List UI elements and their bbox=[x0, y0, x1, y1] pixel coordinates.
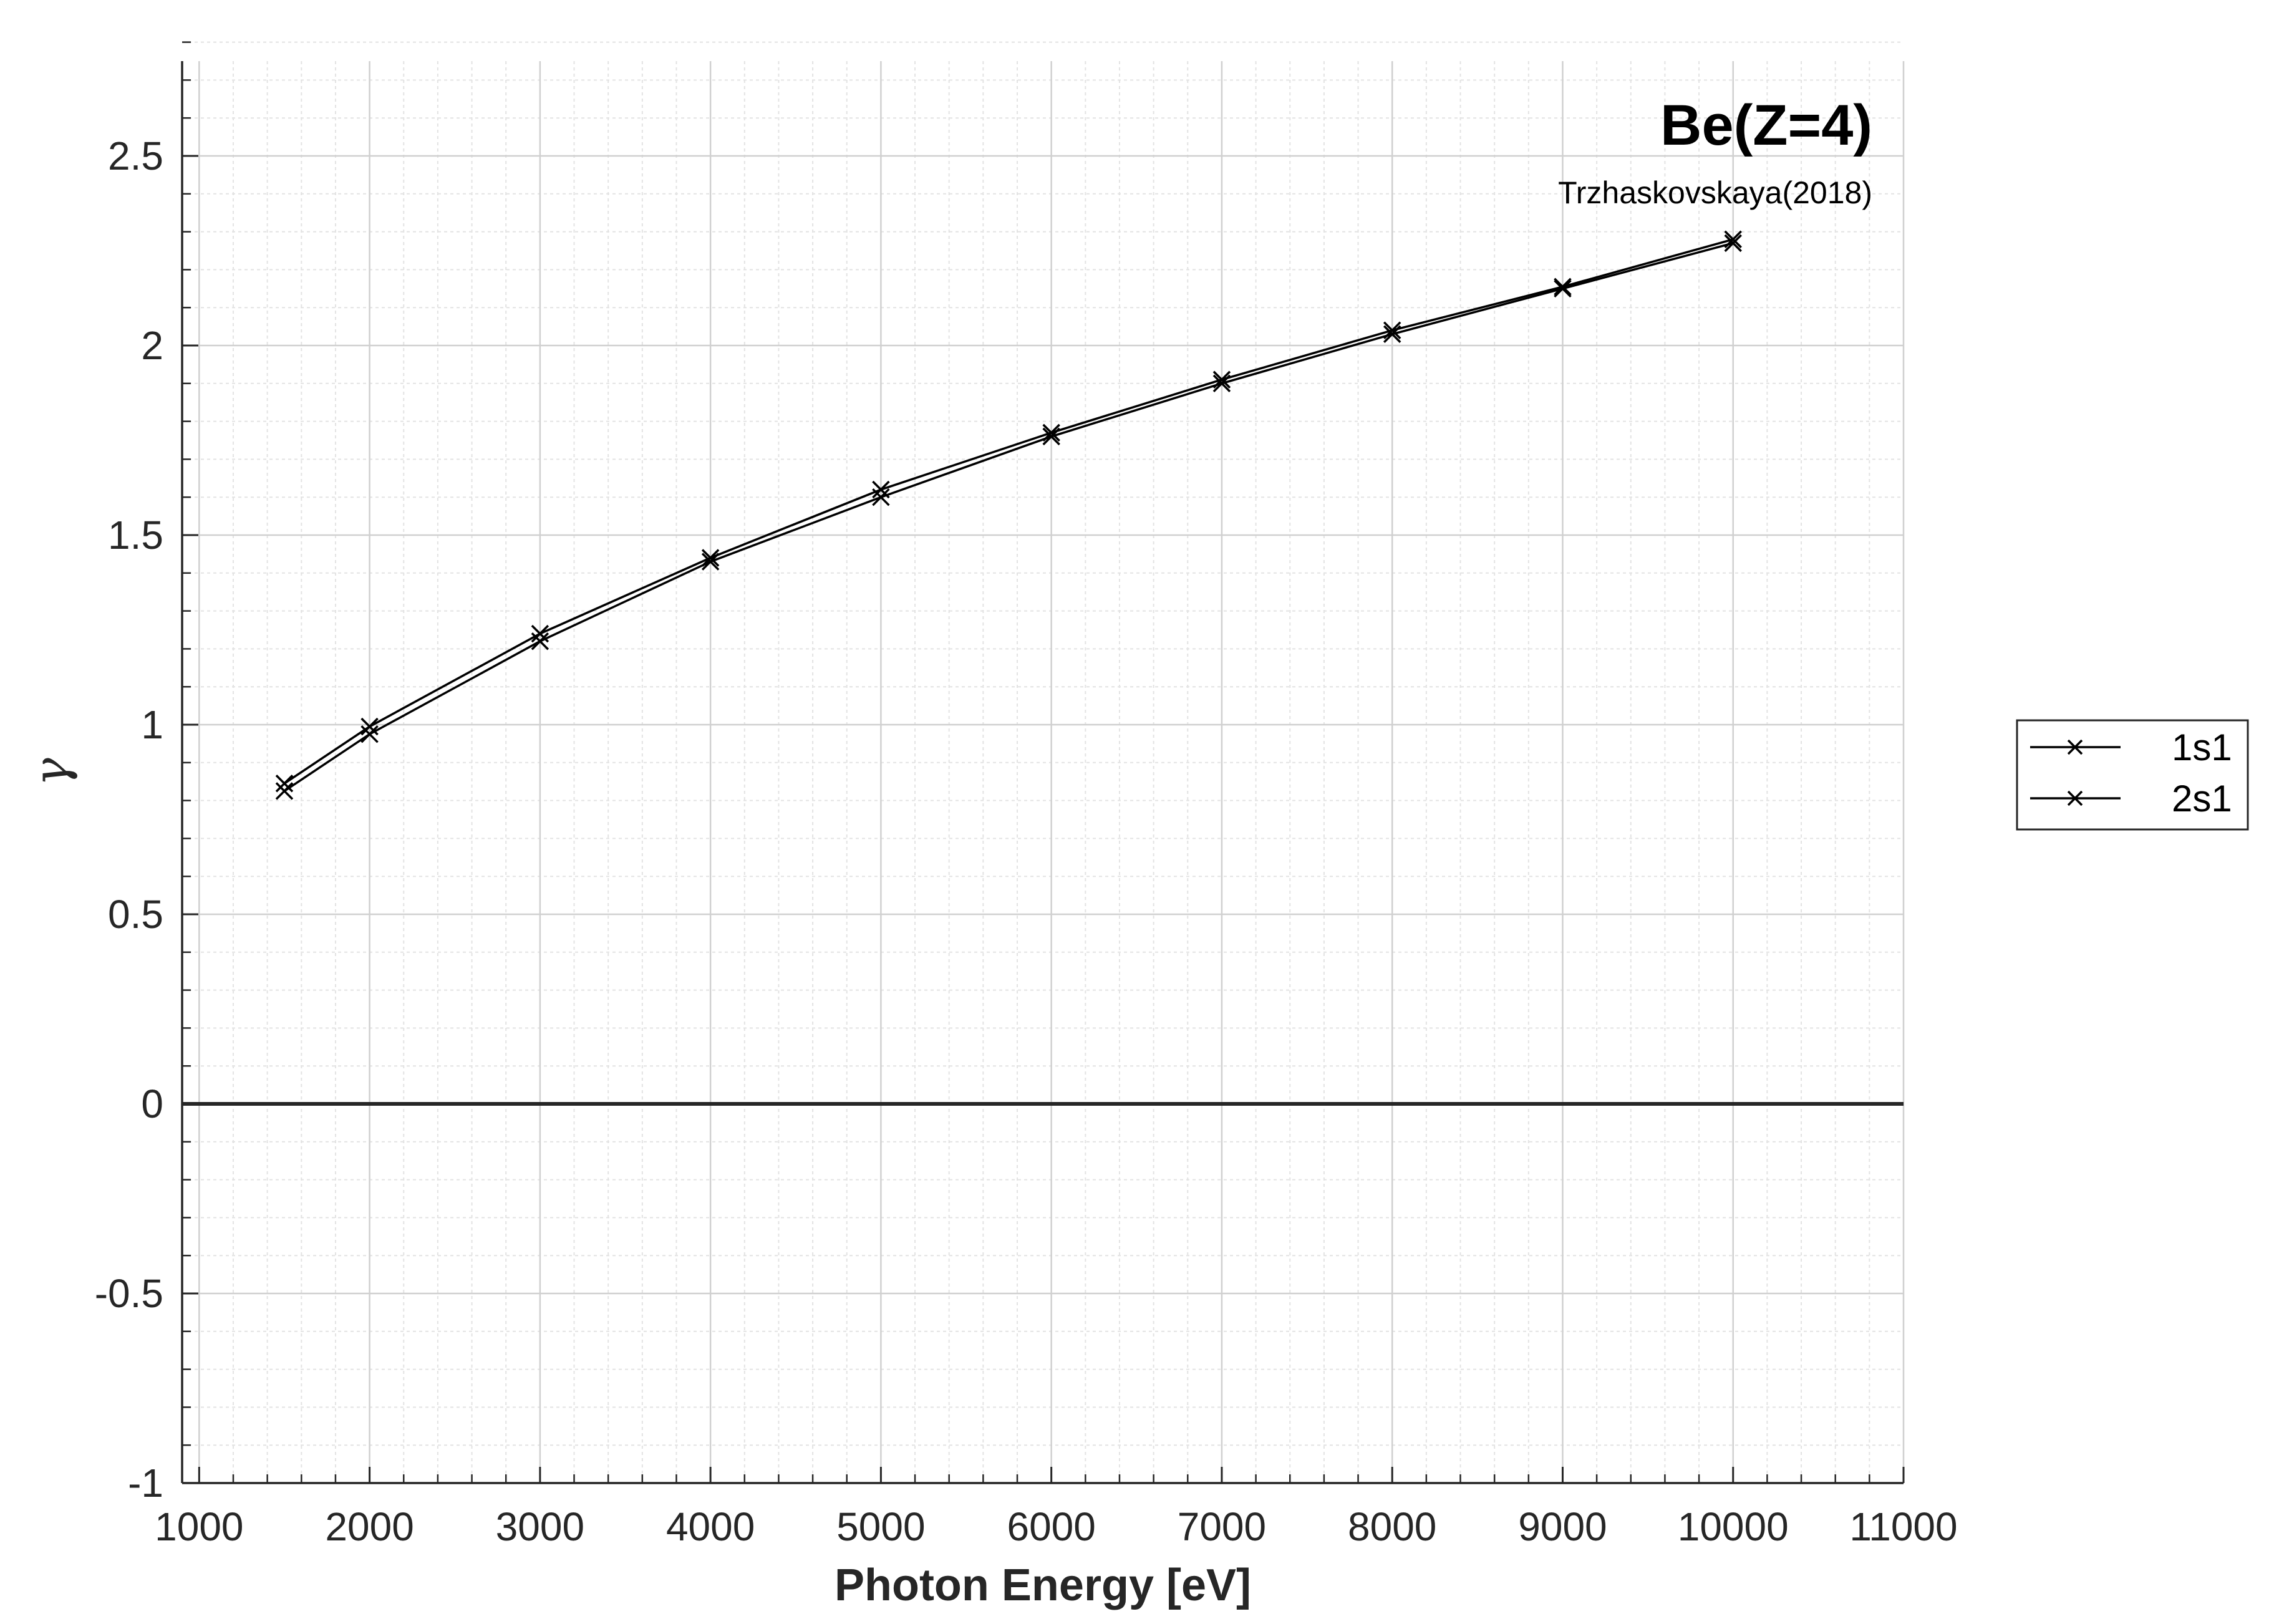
data-point-2s1 bbox=[1724, 234, 1742, 253]
data-point-2s1 bbox=[701, 553, 720, 571]
x-tick-label: 3000 bbox=[496, 1504, 584, 1549]
data-point-2s1 bbox=[1383, 325, 1401, 343]
plot-background bbox=[182, 61, 1904, 1483]
data-point-1s1 bbox=[275, 775, 294, 793]
series-line-1s1 bbox=[283, 238, 1734, 785]
data-point-2s1 bbox=[1212, 374, 1231, 393]
data-point-2s1 bbox=[360, 725, 379, 743]
y-tick-label: -0.5 bbox=[95, 1271, 163, 1316]
x-tick-label: 5000 bbox=[836, 1504, 925, 1549]
x-tick-label: 11000 bbox=[1849, 1504, 1957, 1549]
data-point-2s1 bbox=[872, 488, 890, 506]
data-point-2s1 bbox=[1554, 279, 1572, 298]
x-tick-label: 10000 bbox=[1678, 1504, 1789, 1549]
x-tick-label: 8000 bbox=[1348, 1504, 1436, 1549]
legend-box bbox=[2016, 719, 2249, 831]
y-tick-label: 1 bbox=[141, 702, 163, 747]
x-tick-label: 2000 bbox=[325, 1504, 414, 1549]
axes bbox=[181, 41, 1905, 1484]
legend-label-1s1: 1s1 bbox=[2172, 727, 2232, 768]
y-tick-label: 0.5 bbox=[108, 892, 163, 937]
x-tick-label: 6000 bbox=[1007, 1504, 1095, 1549]
series-layer bbox=[275, 230, 1742, 800]
x-tick-labels: 1000 2000 3000 4000 5000 6000 7000 8000 9000 1000… bbox=[155, 1504, 1957, 1549]
annotation-title: Be(Z=4) bbox=[1660, 94, 1872, 157]
y-tick-label: 2.5 bbox=[108, 133, 163, 178]
legend-marker-2s1 bbox=[2067, 790, 2083, 806]
y-axis-label: γ bbox=[23, 758, 79, 786]
x-tick-label: 7000 bbox=[1178, 1504, 1266, 1549]
data-point-2s1 bbox=[531, 632, 549, 650]
x-tick-label: 4000 bbox=[666, 1504, 755, 1549]
data-point-1s1 bbox=[1554, 278, 1572, 296]
data-point-2s1 bbox=[1042, 427, 1060, 446]
x-tick-label: 9000 bbox=[1518, 1504, 1607, 1549]
minor-grid bbox=[182, 41, 1904, 1483]
x-tick-label: 1000 bbox=[155, 1504, 243, 1549]
legend-label-2s1: 2s1 bbox=[2172, 778, 2232, 819]
y-tick-label: -1 bbox=[128, 1461, 163, 1506]
y-tick-labels: -1 -0.5 0 0.5 1 1.5 2 2.5 bbox=[95, 133, 163, 1506]
legend-marker-1s1 bbox=[2067, 739, 2083, 755]
x-axis-label: Photon Energy [eV] bbox=[835, 1560, 1251, 1610]
plot-area bbox=[181, 41, 1905, 1484]
data-point-2s1 bbox=[275, 782, 294, 800]
y-tick-label: 0 bbox=[141, 1081, 163, 1126]
series-line-2s1 bbox=[283, 242, 1734, 792]
y-tick-label: 1.5 bbox=[108, 513, 163, 558]
y-tick-label: 2 bbox=[141, 323, 163, 368]
annotation-subtitle: Trzhaskovskaya(2018) bbox=[1558, 175, 1872, 210]
